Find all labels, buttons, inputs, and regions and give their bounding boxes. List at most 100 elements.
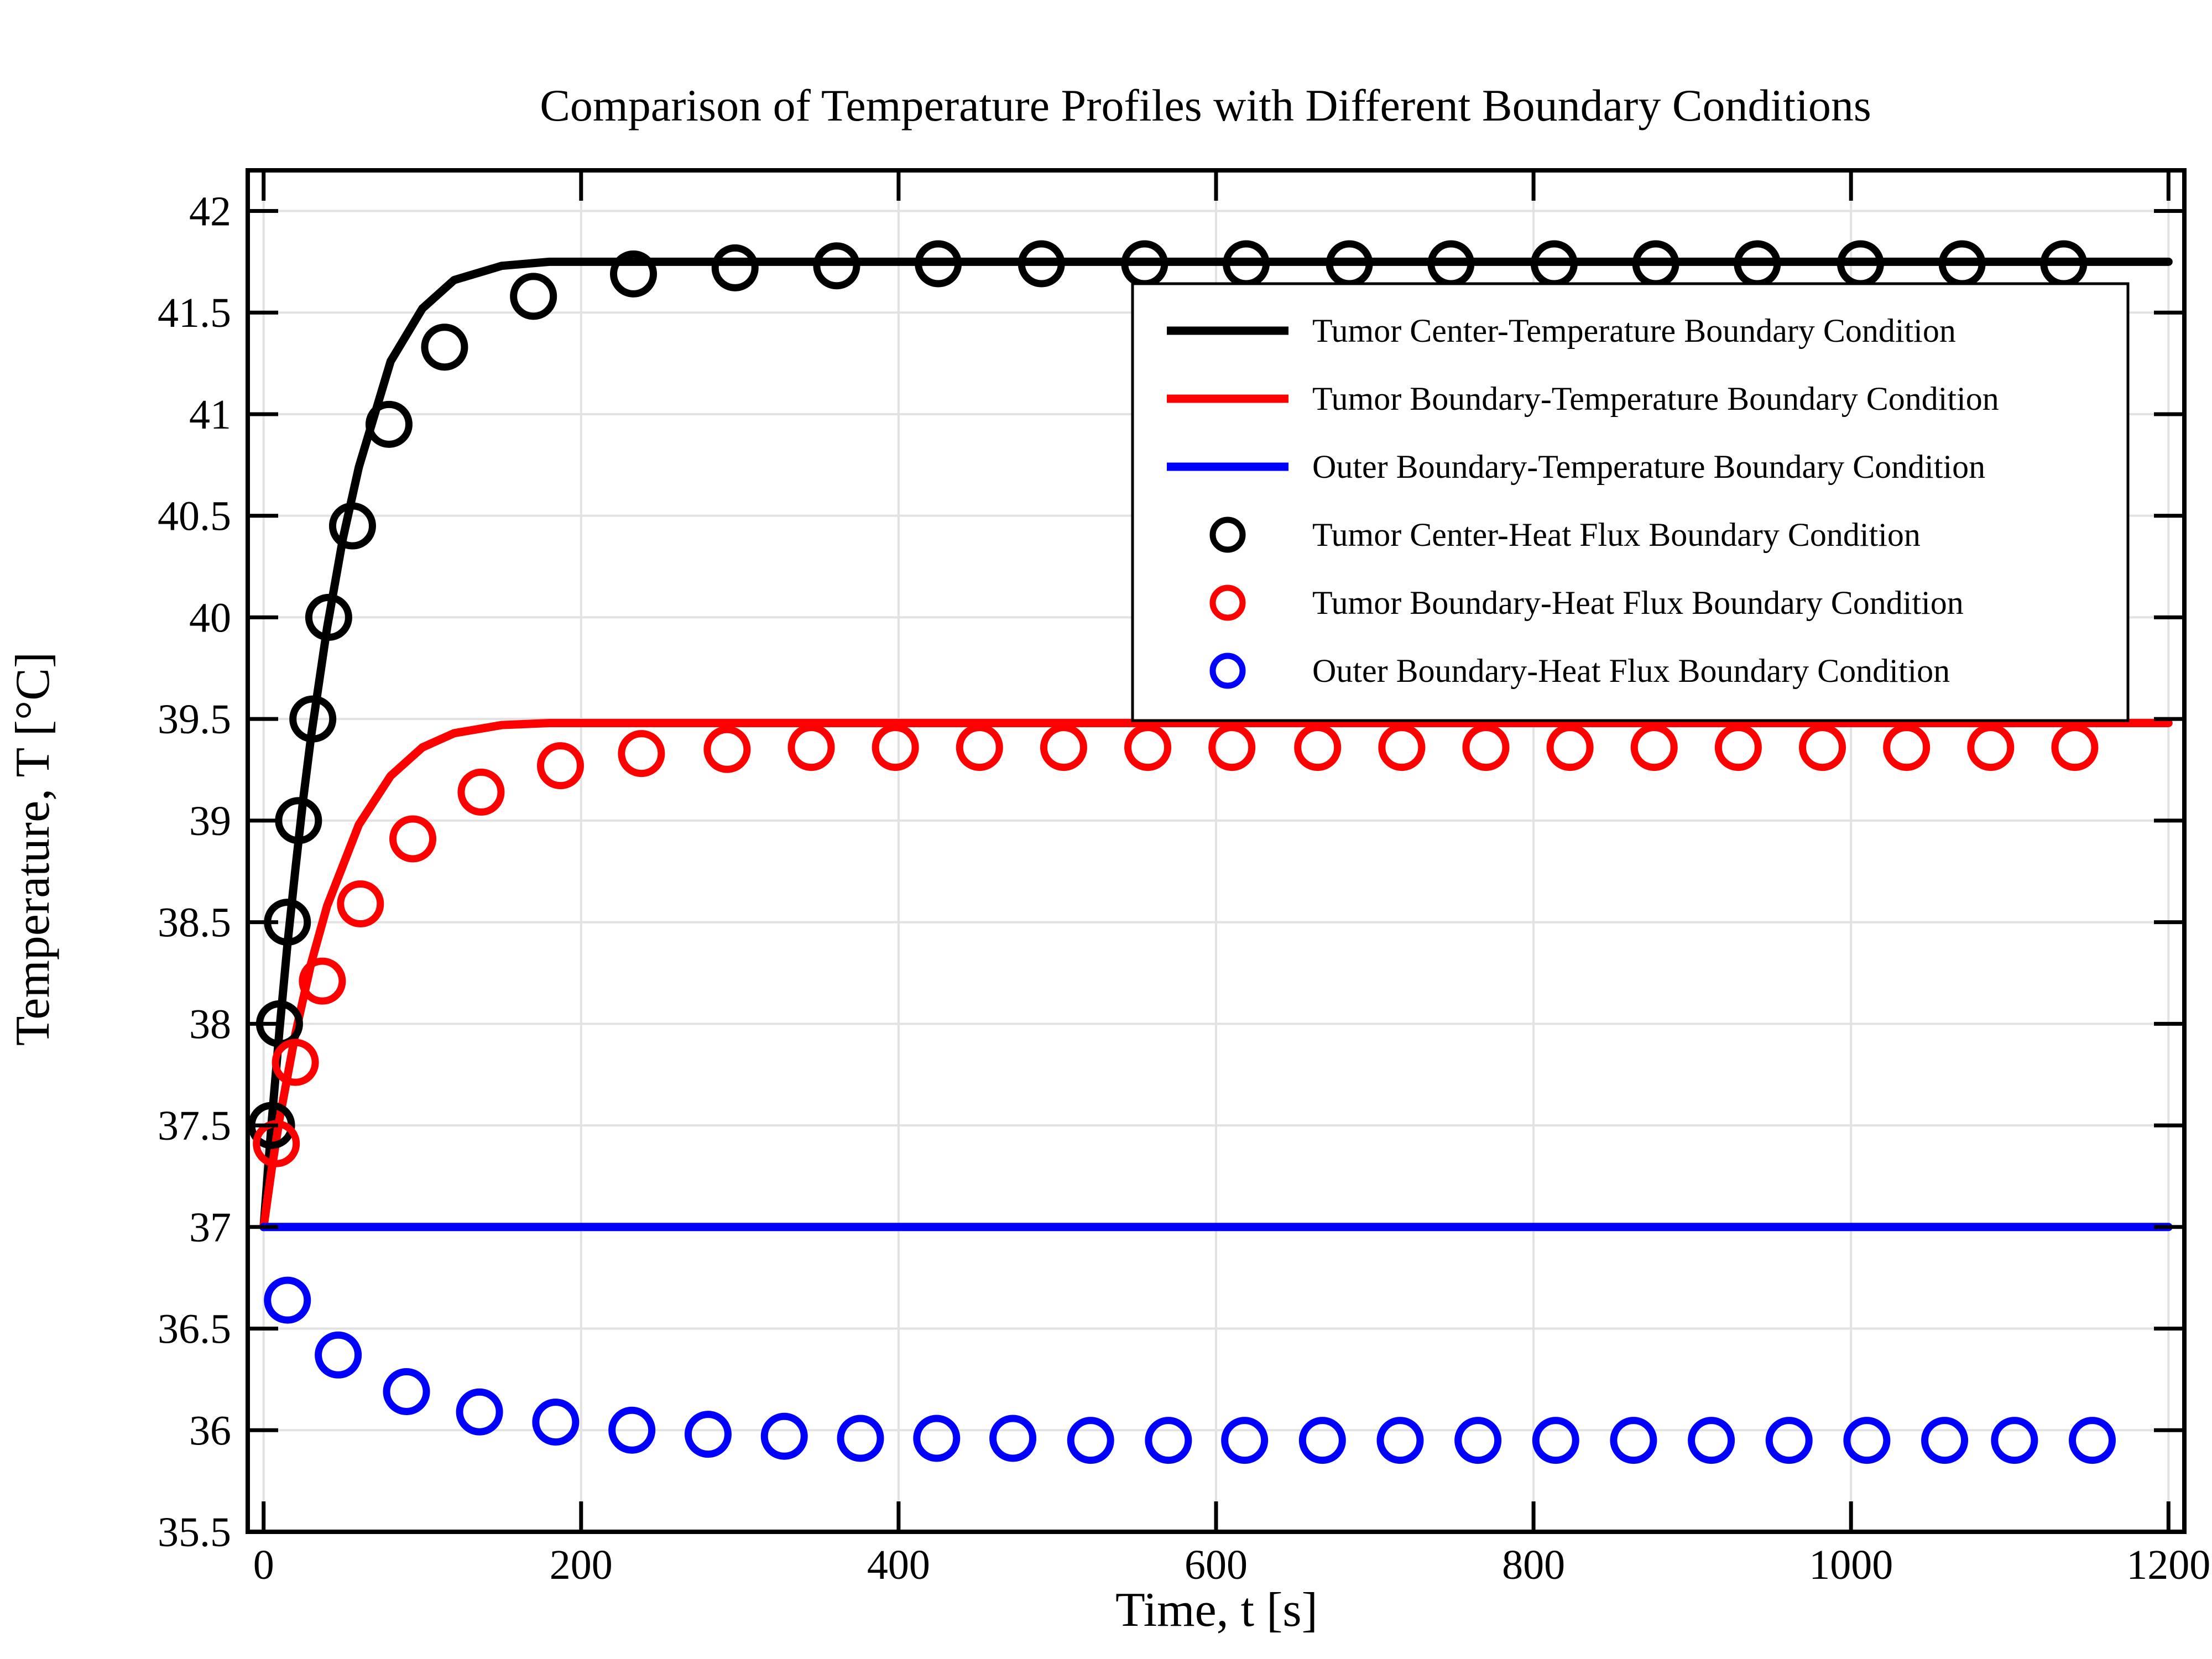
data-point-tumor-boundary-heat-flux-boundary-condition <box>1462 724 1510 771</box>
data-point-tumor-boundary-heat-flux-boundary-condition <box>1799 724 1846 771</box>
series-layer <box>248 240 2173 1464</box>
data-point-outer-boundary-heat-flux-boundary-condition <box>1921 1417 1969 1464</box>
legend-marker-swatch <box>1209 653 1246 689</box>
data-point-outer-boundary-heat-flux-boundary-condition <box>315 1331 362 1379</box>
y-tick-label: 37.5 <box>158 1103 231 1149</box>
series-line-tumor-center-temperature-boundary-condition <box>259 257 2173 1232</box>
data-point-tumor-boundary-heat-flux-boundary-condition <box>1546 724 1594 771</box>
y-tick-label: 35.5 <box>158 1509 231 1556</box>
data-point-tumor-boundary-heat-flux-boundary-condition <box>787 724 835 771</box>
data-point-outer-boundary-heat-flux-boundary-condition <box>1221 1417 1269 1464</box>
data-point-tumor-boundary-heat-flux-boundary-condition <box>1294 724 1342 771</box>
legend-box <box>1131 282 2130 722</box>
x-tick-label: 400 <box>867 1542 930 1588</box>
data-point-outer-boundary-heat-flux-boundary-condition <box>837 1415 884 1462</box>
x-tick-label: 200 <box>550 1542 613 1588</box>
data-point-tumor-center-heat-flux-boundary-condition <box>421 324 468 371</box>
data-point-outer-boundary-heat-flux-boundary-condition <box>1765 1417 1813 1464</box>
x-tick-label: 600 <box>1185 1542 1248 1588</box>
y-tick-label: 36.5 <box>158 1306 231 1353</box>
x-tick-label: 0 <box>253 1542 274 1588</box>
data-point-tumor-center-heat-flux-boundary-condition <box>915 240 962 288</box>
data-point-outer-boundary-heat-flux-boundary-condition <box>1843 1417 1891 1464</box>
legend-entry-label: Tumor Center-Heat Flux Boundary Conditio… <box>1312 517 1921 553</box>
data-point-tumor-boundary-heat-flux-boundary-condition <box>299 957 346 1005</box>
data-point-tumor-boundary-heat-flux-boundary-condition <box>1883 724 1931 771</box>
data-point-tumor-boundary-heat-flux-boundary-condition <box>389 815 437 863</box>
data-point-outer-boundary-heat-flux-boundary-condition <box>1991 1417 2038 1464</box>
data-point-outer-boundary-heat-flux-boundary-condition <box>1610 1417 1657 1464</box>
y-tick-label: 40 <box>189 594 231 641</box>
legend-entry-label: Tumor Boundary-Temperature Boundary Cond… <box>1312 380 1999 417</box>
data-point-tumor-center-heat-flux-boundary-condition <box>610 250 658 298</box>
data-point-tumor-center-heat-flux-boundary-condition <box>1018 240 1065 288</box>
data-point-outer-boundary-heat-flux-boundary-condition <box>1454 1417 1502 1464</box>
legend-entry-label: Tumor Center-Temperature Boundary Condit… <box>1312 312 1956 349</box>
data-point-outer-boundary-heat-flux-boundary-condition <box>608 1406 656 1454</box>
y-tick-label: 37 <box>189 1204 231 1251</box>
legend-entry-label: Outer Boundary-Temperature Boundary Cond… <box>1312 448 1985 485</box>
y-tick-label: 38 <box>189 1001 231 1047</box>
data-point-outer-boundary-heat-flux-boundary-condition <box>1688 1417 1735 1464</box>
x-tick-label: 800 <box>1502 1542 1565 1588</box>
y-axis-label: Temperature, T [°C] <box>6 652 60 1046</box>
data-point-tumor-boundary-heat-flux-boundary-condition <box>457 768 505 816</box>
data-point-tumor-boundary-heat-flux-boundary-condition <box>703 726 751 773</box>
ticks-layer: 0 200 400 600 800 1000 1200 35.5 36 36.5 37 37.5 38 3… <box>158 170 2210 1588</box>
legend-entry-label: Tumor Boundary-Heat Flux Boundary Condit… <box>1312 585 1964 621</box>
data-point-outer-boundary-heat-flux-boundary-condition <box>989 1415 1037 1462</box>
y-tick-label: 39.5 <box>158 696 231 743</box>
y-tick-label: 41.5 <box>158 290 231 336</box>
data-point-outer-boundary-heat-flux-boundary-condition <box>684 1411 732 1458</box>
y-tick-label: 40.5 <box>158 493 231 540</box>
data-point-tumor-boundary-heat-flux-boundary-condition <box>2051 724 2099 771</box>
data-point-outer-boundary-heat-flux-boundary-condition <box>264 1276 311 1324</box>
x-tick-label: 1000 <box>1809 1542 1893 1588</box>
legend-entry-label: Outer Boundary-Heat Flux Boundary Condit… <box>1312 653 1950 689</box>
y-tick-label: 38.5 <box>158 900 231 946</box>
y-tick-label: 42 <box>189 188 231 234</box>
data-point-tumor-boundary-heat-flux-boundary-condition <box>1714 724 1762 771</box>
data-point-tumor-boundary-heat-flux-boundary-condition <box>536 742 584 790</box>
plot-frame <box>246 168 2187 1534</box>
y-tick-label: 36 <box>189 1407 231 1454</box>
y-tick-label: 39 <box>189 798 231 844</box>
series-line-tumor-boundary-temperature-boundary-condition <box>259 718 2173 1232</box>
data-point-tumor-boundary-heat-flux-boundary-condition <box>1967 724 2015 771</box>
data-point-tumor-center-heat-flux-boundary-condition <box>711 244 759 291</box>
data-point-outer-boundary-heat-flux-boundary-condition <box>1298 1417 1346 1464</box>
data-point-tumor-boundary-heat-flux-boundary-condition <box>337 880 384 928</box>
data-point-tumor-boundary-heat-flux-boundary-condition <box>1630 724 1678 771</box>
legend: Tumor Center-Temperature Boundary Condit… <box>1131 282 2130 722</box>
data-point-outer-boundary-heat-flux-boundary-condition <box>913 1415 961 1462</box>
data-point-tumor-center-heat-flux-boundary-condition <box>365 400 413 448</box>
data-point-tumor-boundary-heat-flux-boundary-condition <box>1040 724 1087 771</box>
data-point-tumor-center-heat-flux-boundary-condition <box>275 797 322 844</box>
legend-marker-swatch <box>1209 585 1246 621</box>
data-point-outer-boundary-heat-flux-boundary-condition <box>1145 1417 1192 1464</box>
data-point-tumor-boundary-heat-flux-boundary-condition <box>1378 724 1426 771</box>
data-point-tumor-center-heat-flux-boundary-condition <box>813 242 860 290</box>
data-point-outer-boundary-heat-flux-boundary-condition <box>2069 1417 2116 1464</box>
data-point-outer-boundary-heat-flux-boundary-condition <box>456 1388 503 1436</box>
chart-title: Comparison of Temperature Profiles with … <box>540 80 1871 131</box>
data-point-tumor-center-heat-flux-boundary-condition <box>289 695 337 743</box>
data-point-outer-boundary-heat-flux-boundary-condition <box>532 1399 580 1446</box>
data-point-outer-boundary-heat-flux-boundary-condition <box>1067 1417 1114 1464</box>
data-point-tumor-boundary-heat-flux-boundary-condition <box>618 730 665 778</box>
data-point-outer-boundary-heat-flux-boundary-condition <box>1376 1417 1424 1464</box>
data-point-tumor-boundary-heat-flux-boundary-condition <box>272 1039 319 1086</box>
data-point-outer-boundary-heat-flux-boundary-condition <box>1532 1417 1579 1464</box>
data-point-tumor-boundary-heat-flux-boundary-condition <box>1208 724 1256 771</box>
data-point-outer-boundary-heat-flux-boundary-condition <box>760 1412 808 1460</box>
data-point-tumor-boundary-heat-flux-boundary-condition <box>872 724 919 771</box>
x-axis-label: Time, t [s] <box>1115 1583 1318 1637</box>
y-tick-label: 41 <box>189 392 231 438</box>
data-point-tumor-boundary-heat-flux-boundary-condition <box>1124 724 1172 771</box>
data-point-tumor-center-heat-flux-boundary-condition <box>328 502 376 550</box>
data-point-tumor-boundary-heat-flux-boundary-condition <box>956 724 1003 771</box>
legend-marker-swatch <box>1209 517 1246 553</box>
data-point-tumor-center-heat-flux-boundary-condition <box>305 593 352 641</box>
data-point-outer-boundary-heat-flux-boundary-condition <box>383 1368 430 1415</box>
